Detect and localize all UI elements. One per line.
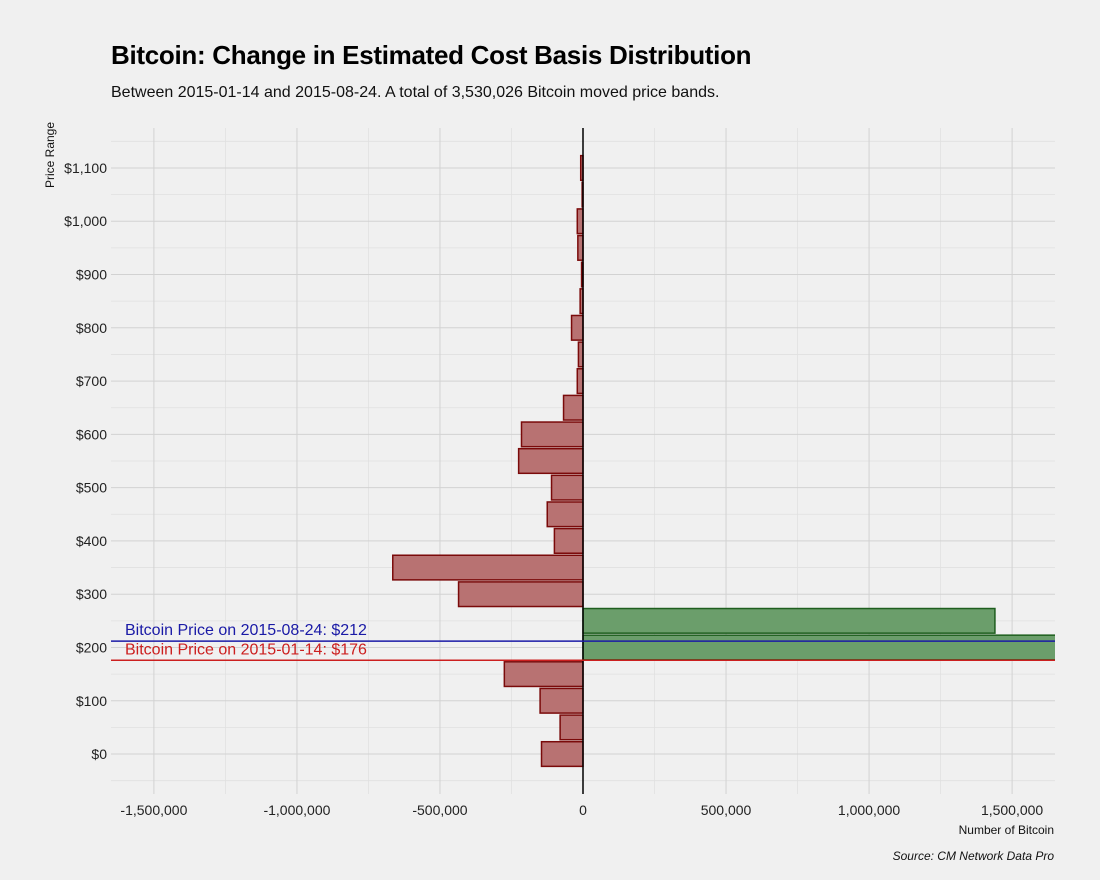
x-tick-label: 1,000,000 [838,802,900,818]
y-tick-label: $200 [76,639,107,655]
y-tick-label: $700 [76,373,107,389]
y-tick-label: $600 [76,426,107,442]
y-tick-label: $1,100 [64,160,107,176]
bar-price-700 [576,368,584,395]
x-axis-title: Number of Bitcoin [959,823,1054,837]
x-tick-label: 0 [579,802,587,818]
y-tick-label: $1,000 [64,213,107,229]
chart-subtitle: Between 2015-01-14 and 2015-08-24. A tot… [111,84,720,101]
bar-price-350 [392,554,584,581]
x-tick-label: -1,000,000 [263,802,330,818]
bar-price-150 [503,661,584,688]
bar-price-1000 [576,208,584,235]
price-annotation-1: Bitcoin Price on 2015-01-14: $176 [125,641,367,658]
bar-price-200 [582,634,1055,661]
y-tick-label: $300 [76,586,107,602]
x-tick-label: -500,000 [412,802,467,818]
x-tick-labels: -1,500,000 -1,000,000 -500,000 0 500,000 1,00… [120,802,1043,818]
y-tick-labels: $0 $100 $200 $300 $400 $500 $600 $700 $800 $900 $1… [64,160,107,762]
bar-price-400 [553,527,584,554]
price-annotation-0: Bitcoin Price on 2015-08-24: $212 [125,622,367,639]
y-tick-label: $500 [76,480,107,496]
x-tick-label: 1,500,000 [981,802,1043,818]
bar-price-450 [546,501,584,528]
bar-price-600 [520,421,584,448]
bar-price-500 [550,474,584,501]
bar-price-950 [577,234,584,261]
y-tick-label: $800 [76,320,107,336]
bar-price-300 [457,581,584,608]
y-tick-label: $900 [76,267,107,283]
bar-price-0 [540,740,584,768]
x-tick-label: 500,000 [701,802,752,818]
chart-title: Bitcoin: Change in Estimated Cost Basis … [111,40,752,70]
bar-price-250 [582,607,996,634]
annotations-group: Bitcoin Price on 2015-08-24: $212 Bitcoin… [111,622,1055,662]
y-tick-label: $400 [76,533,107,549]
bar-price-100 [539,687,584,714]
bar-price-50 [559,714,584,741]
bar-price-550 [517,447,584,475]
bars-group [392,154,1055,768]
y-tick-label: $100 [76,693,107,709]
y-tick-label: $0 [91,746,107,762]
x-tick-label: -1,500,000 [120,802,187,818]
y-axis-title: Price Range [43,122,57,188]
source-caption: Source: CM Network Data Pro [892,849,1054,863]
bar-price-650 [562,394,584,421]
bar-price-800 [570,314,584,341]
